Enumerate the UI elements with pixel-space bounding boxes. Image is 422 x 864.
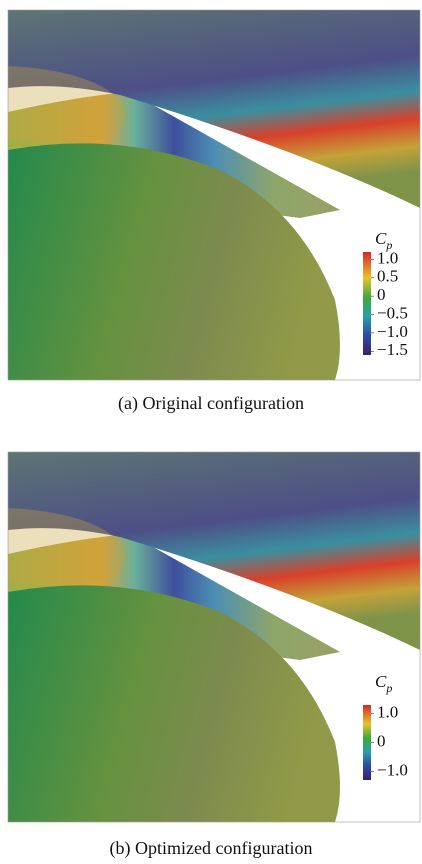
cfd-rendering: [8, 10, 420, 380]
figure: (a) Original configurationCp1.00.50−0.5−…: [0, 0, 422, 864]
caption: (b) Optimized configuration: [110, 838, 313, 859]
colorbar: [363, 252, 371, 355]
colorbar-tick-label: 1.0: [377, 703, 398, 722]
colorbar-tick-label: 0.5: [377, 267, 398, 286]
caption: (a) Original configuration: [118, 393, 304, 414]
label-base: C: [375, 229, 387, 248]
colorbar-tick-label: −1.5: [377, 340, 408, 359]
colorbar-tick-label: −0.5: [377, 303, 408, 322]
panels: (a) Original configurationCp1.00.50−0.5−…: [8, 10, 420, 859]
cfd-rendering: [8, 452, 420, 822]
colorbar-tick-label: −1.0: [377, 760, 408, 779]
colorbar-tick-label: 0: [377, 731, 386, 750]
colorbar: [363, 705, 371, 780]
label-sub: p: [385, 681, 392, 695]
colorbar-tick-label: 1.0: [377, 248, 398, 267]
colorbar-tick-label: −1.0: [377, 322, 408, 341]
colorbar-tick-label: 0: [377, 285, 386, 304]
panel: (a) Original configurationCp1.00.50−0.5−…: [8, 10, 420, 414]
label-base: C: [375, 672, 387, 691]
panel: (b) Optimized configuration Cp 1.0 0 −1.0: [8, 452, 420, 859]
